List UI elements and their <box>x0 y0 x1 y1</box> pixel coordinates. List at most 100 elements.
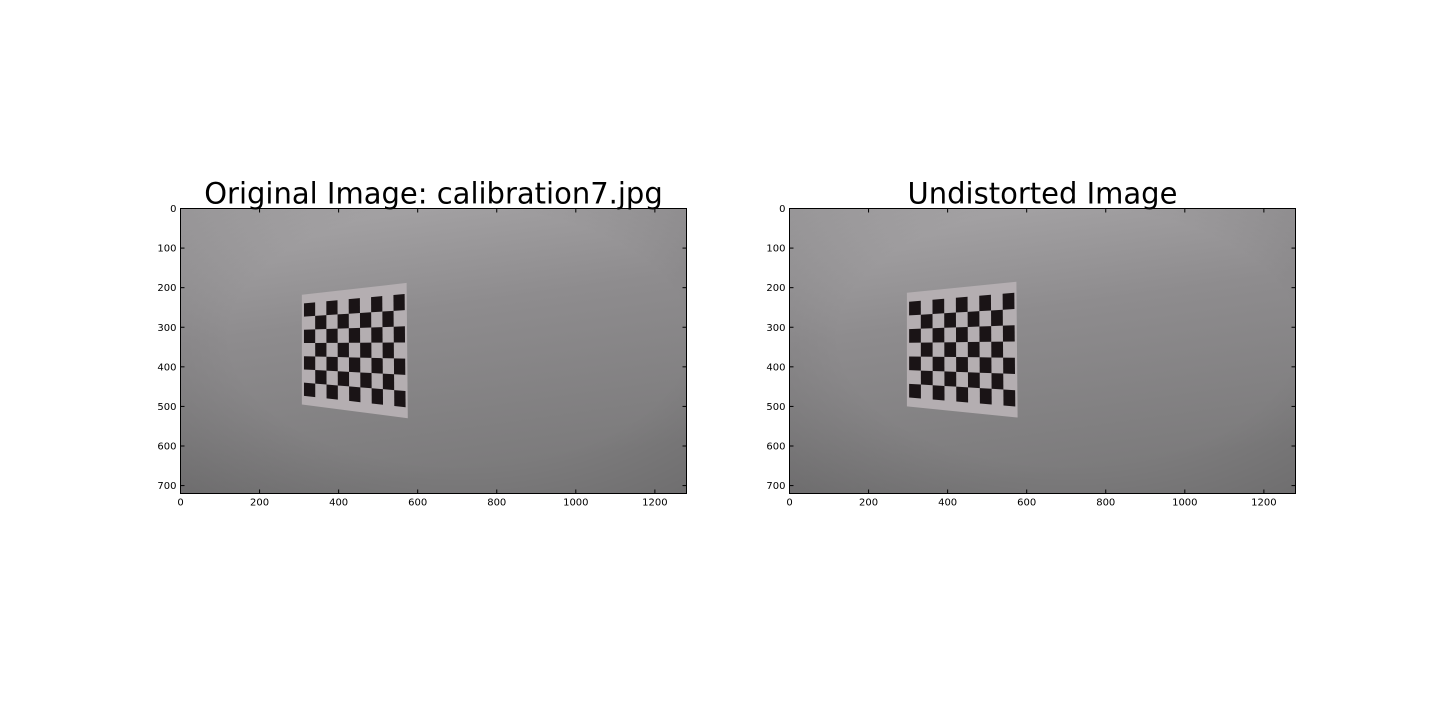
right-image-panel: 0 200 400 600 800 1000 1200 0 100 200 300 400 500 600… <box>766 177 1296 509</box>
right-image-vignette <box>789 208 1296 494</box>
right-y-tick-label: 200 <box>766 283 785 294</box>
left-checker-square <box>382 342 394 359</box>
left-checker-square <box>394 390 406 408</box>
right-y-tick-label: 100 <box>766 244 785 255</box>
left-checker-square <box>303 382 316 398</box>
left-y-tick-label: 600 <box>157 442 176 453</box>
left-checker-square <box>371 388 384 405</box>
right-checker-square <box>909 300 921 316</box>
left-checker-square <box>349 386 361 403</box>
right-checker-square <box>932 385 945 401</box>
left-checker-square <box>303 356 316 371</box>
left-checker-square <box>382 310 394 328</box>
left-checker-square <box>359 312 372 328</box>
right-y-tick-label: 500 <box>766 402 785 413</box>
left-checkerboard-paper <box>301 282 408 419</box>
right-checker-square <box>956 386 969 403</box>
left-checker-square <box>371 357 383 374</box>
left-y-tick-label: 300 <box>157 323 176 334</box>
left-x-tick-label: 400 <box>329 498 348 509</box>
right-checker-square <box>991 373 1004 390</box>
left-checker-square <box>337 342 349 358</box>
right-checker-square <box>991 341 1004 358</box>
right-checker-square <box>944 371 957 387</box>
right-checker-square <box>1002 292 1015 310</box>
right-y-tick-label: 600 <box>766 442 785 453</box>
right-checker-square <box>909 356 921 371</box>
right-checker-square <box>1003 389 1016 407</box>
right-checker-square <box>909 328 921 343</box>
left-checker-square <box>348 357 361 373</box>
left-checker-square <box>348 327 361 343</box>
left-checker-square <box>303 302 316 317</box>
left-x-tick-label: 0 <box>177 498 183 509</box>
left-checker-square <box>315 370 327 385</box>
left-x-tick-label: 800 <box>487 498 506 509</box>
left-checker-square <box>360 372 372 389</box>
left-checker-square <box>337 371 350 387</box>
right-checker-square <box>979 357 992 374</box>
left-checker-square <box>315 342 327 357</box>
right-panel-title: Undistorted Image <box>908 177 1178 211</box>
right-x-tick-label: 200 <box>859 498 878 509</box>
left-checker-square <box>393 358 406 375</box>
right-checker-square <box>920 313 933 329</box>
left-x-tick-label: 1000 <box>563 498 588 509</box>
right-checker-square <box>920 370 933 386</box>
left-axes-frame <box>180 208 687 494</box>
right-checker-square <box>991 309 1003 327</box>
right-checker-square <box>967 372 980 389</box>
right-checker-square <box>955 326 968 343</box>
right-checker-square <box>909 383 921 399</box>
right-checker-square <box>932 327 945 343</box>
left-checker-square <box>371 327 383 343</box>
right-y-tick-label: 400 <box>766 362 785 373</box>
left-y-tick-label: 0 <box>170 204 176 215</box>
left-y-tick-label: 400 <box>157 362 176 373</box>
left-checker-square <box>360 342 372 358</box>
right-checker-square <box>979 294 992 312</box>
right-checker-square <box>1002 325 1015 342</box>
right-checker-square <box>932 298 945 314</box>
right-y-tick-label: 300 <box>766 323 785 334</box>
right-x-tick-label: 600 <box>1017 498 1036 509</box>
left-checker-square <box>382 373 395 391</box>
left-checker-square <box>303 329 316 344</box>
left-checker-square <box>337 313 349 329</box>
left-image-panel: 0 200 400 600 800 1000 1200 0 100 200 300 400 500 600… <box>157 177 687 509</box>
right-y-tick-label: 0 <box>779 204 785 215</box>
left-checker-square <box>315 315 327 330</box>
right-checker-square <box>956 357 968 373</box>
right-checker-square <box>1003 357 1016 374</box>
right-checkerboard-paper <box>906 281 1018 418</box>
right-checker-square <box>967 341 980 358</box>
left-image-vignette <box>180 208 687 494</box>
right-x-tick-label: 1200 <box>1251 498 1276 509</box>
left-x-tick-label: 200 <box>250 498 269 509</box>
left-checker-square <box>393 326 406 343</box>
left-y-tick-label: 500 <box>157 402 176 413</box>
left-checker-square <box>371 296 383 313</box>
left-x-tick-label: 1200 <box>642 498 667 509</box>
right-checker-square <box>955 296 968 313</box>
right-checker-square <box>967 311 980 327</box>
left-y-tick-label: 100 <box>157 244 176 255</box>
left-checker-square <box>326 328 338 343</box>
left-checker-square <box>326 384 338 400</box>
right-checker-square <box>944 312 956 328</box>
left-checker-square <box>326 356 338 372</box>
right-x-tick-label: 1000 <box>1172 498 1197 509</box>
left-checker-square <box>348 298 360 314</box>
right-checker-square <box>979 388 992 405</box>
left-panel-title: Original Image: calibration7.jpg <box>204 177 663 211</box>
right-checker-square <box>920 342 933 357</box>
right-checker-square <box>932 356 945 372</box>
left-checker-square <box>393 293 405 311</box>
right-y-tick-label: 700 <box>766 481 785 492</box>
left-y-tick-label: 200 <box>157 283 176 294</box>
right-checker-square <box>944 342 957 358</box>
left-checker-square <box>326 300 338 316</box>
right-checker-square <box>979 326 992 342</box>
left-y-tick-label: 700 <box>157 481 176 492</box>
